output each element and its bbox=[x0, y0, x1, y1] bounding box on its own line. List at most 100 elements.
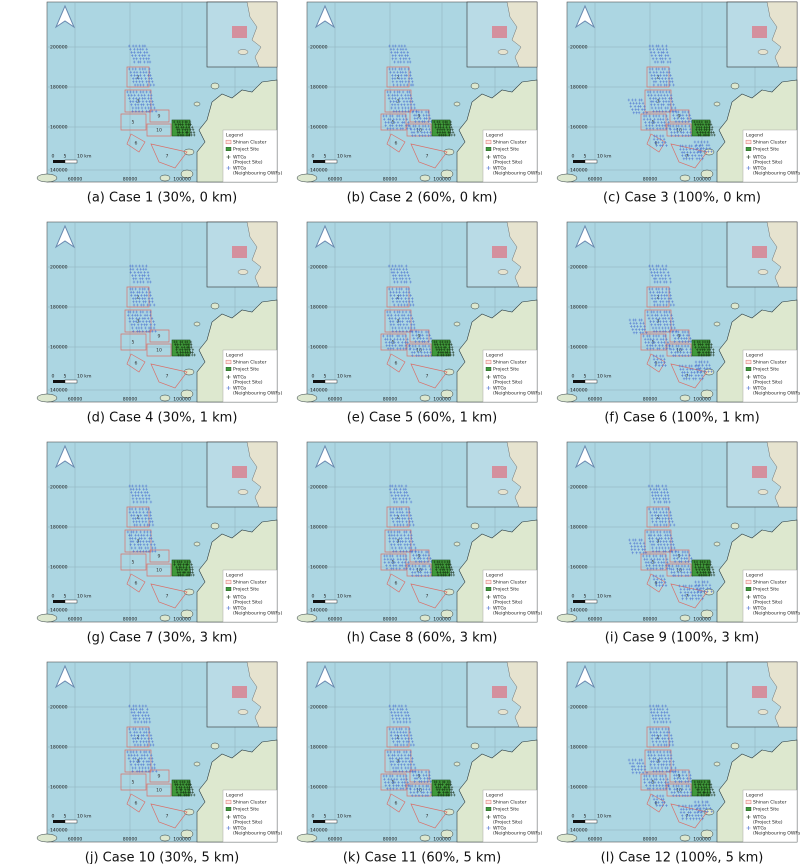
zone-label: 10 bbox=[676, 348, 682, 354]
zone-boundary bbox=[149, 329, 170, 343]
scale-label: 5 bbox=[64, 594, 67, 600]
y-coordinate-label: 200000 bbox=[570, 485, 588, 491]
y-coordinate-label: 200000 bbox=[50, 485, 68, 491]
legend-box bbox=[222, 129, 278, 183]
legend-label: Project Site bbox=[233, 807, 259, 813]
legend-swatch bbox=[746, 375, 751, 379]
turbine-cluster bbox=[127, 310, 157, 333]
scale-bar-dark bbox=[53, 820, 65, 823]
island bbox=[700, 609, 714, 619]
zone-boundary bbox=[384, 89, 412, 113]
legend-label: Shinan Cluster bbox=[233, 580, 267, 586]
zone-boundary bbox=[124, 309, 152, 333]
turbine-cluster bbox=[128, 507, 155, 527]
panel-caption: (g) Case 7 (30%, 3 km) bbox=[87, 631, 238, 646]
turbine-cluster bbox=[382, 334, 412, 351]
zone-boundary bbox=[669, 769, 690, 783]
y-coordinate-label: 160000 bbox=[310, 565, 328, 571]
y-coordinate-label: 140000 bbox=[50, 168, 68, 174]
scale-label: 5 bbox=[584, 374, 587, 380]
turbine-cluster bbox=[128, 484, 153, 504]
turbine-cluster bbox=[667, 784, 693, 797]
zone-label: 6 bbox=[395, 361, 398, 367]
legend-label: Shinan Cluster bbox=[233, 140, 267, 146]
zone-label: 5 bbox=[132, 780, 135, 786]
legend-swatch bbox=[745, 579, 752, 585]
island bbox=[210, 742, 220, 750]
zone-label: 6 bbox=[135, 581, 138, 587]
legend-detail: (Neighbouring OWFs) bbox=[233, 611, 282, 617]
island bbox=[210, 82, 220, 90]
zone-label: 6 bbox=[395, 141, 398, 147]
x-coordinate-label: 100000 bbox=[433, 397, 451, 403]
zone-boundary bbox=[120, 773, 147, 791]
zone-label: 10 bbox=[416, 348, 422, 354]
turbine-cluster bbox=[408, 344, 433, 357]
zone-boundary bbox=[646, 793, 666, 813]
x-coordinate-label: 80000 bbox=[643, 177, 658, 183]
scale-label: 5 bbox=[324, 374, 327, 380]
island bbox=[470, 302, 480, 310]
legend-swatch bbox=[746, 155, 751, 159]
panel-caption: (j) Case 10 (30%, 5 km) bbox=[85, 851, 239, 864]
legend-swatch bbox=[485, 366, 492, 371]
inset-land bbox=[246, 661, 278, 728]
scale-label: 5 bbox=[64, 814, 67, 820]
scale-label: 5 bbox=[584, 594, 587, 600]
island bbox=[296, 173, 318, 183]
legend-detail: (Neighbouring OWFs) bbox=[753, 391, 800, 397]
legend-label: WTGs bbox=[753, 166, 767, 172]
y-coordinate-label: 200000 bbox=[310, 485, 328, 491]
legend-label: Shinan Cluster bbox=[493, 140, 527, 146]
zone-boundary bbox=[410, 363, 448, 389]
island bbox=[180, 829, 194, 839]
turbine-cluster bbox=[671, 330, 693, 343]
legend-title: Legend bbox=[486, 133, 503, 139]
legend-label: WTGs bbox=[753, 815, 767, 821]
legend-label: Project Site bbox=[233, 587, 259, 593]
zone-label: 10 bbox=[156, 348, 162, 354]
legend-swatch bbox=[746, 606, 751, 610]
inset-island bbox=[237, 269, 249, 275]
inset-island bbox=[757, 709, 769, 715]
inset-land bbox=[766, 441, 798, 508]
inset-land bbox=[246, 1, 278, 68]
y-coordinate-label: 200000 bbox=[50, 45, 68, 51]
turbine-cluster bbox=[693, 800, 714, 813]
legend-swatch bbox=[745, 806, 752, 811]
turbine-cluster bbox=[386, 90, 418, 113]
legend-label: Shinan Cluster bbox=[233, 800, 267, 806]
zone-boundary bbox=[149, 769, 170, 783]
y-coordinate-label: 200000 bbox=[50, 265, 68, 271]
zone-label: 5 bbox=[652, 560, 655, 566]
x-coordinate-label: 80000 bbox=[123, 617, 138, 623]
zone-boundary bbox=[640, 113, 667, 131]
zone-boundary bbox=[150, 803, 188, 829]
island bbox=[296, 393, 318, 403]
x-coordinate-label: 80000 bbox=[643, 617, 658, 623]
scale-bar-dark bbox=[573, 820, 585, 823]
zone-boundary bbox=[126, 573, 146, 593]
zone-label: 5 bbox=[392, 120, 395, 126]
legend-label: Shinan Cluster bbox=[233, 360, 267, 366]
y-coordinate-label: 160000 bbox=[570, 785, 588, 791]
legend-box bbox=[742, 349, 798, 403]
zone-boundary bbox=[380, 553, 407, 571]
zone-boundary bbox=[670, 803, 708, 829]
panel-caption: (i) Case 9 (100%, 3 km) bbox=[605, 631, 759, 646]
x-coordinate-label: 60000 bbox=[588, 617, 603, 623]
zone-label: 10 bbox=[156, 128, 162, 134]
legend-box bbox=[222, 789, 278, 843]
legend-swatch bbox=[485, 359, 492, 365]
legend-title: Legend bbox=[226, 353, 243, 359]
scale-bar-dark bbox=[313, 600, 325, 603]
turbine-cluster bbox=[387, 530, 417, 553]
zone-label: 3 bbox=[137, 319, 140, 325]
scale-bar-light bbox=[584, 599, 598, 604]
project-turbines bbox=[693, 780, 716, 797]
turbine-cluster bbox=[642, 114, 672, 131]
legend-label: Project Site bbox=[233, 147, 259, 153]
y-coordinate-label: 140000 bbox=[310, 168, 328, 174]
